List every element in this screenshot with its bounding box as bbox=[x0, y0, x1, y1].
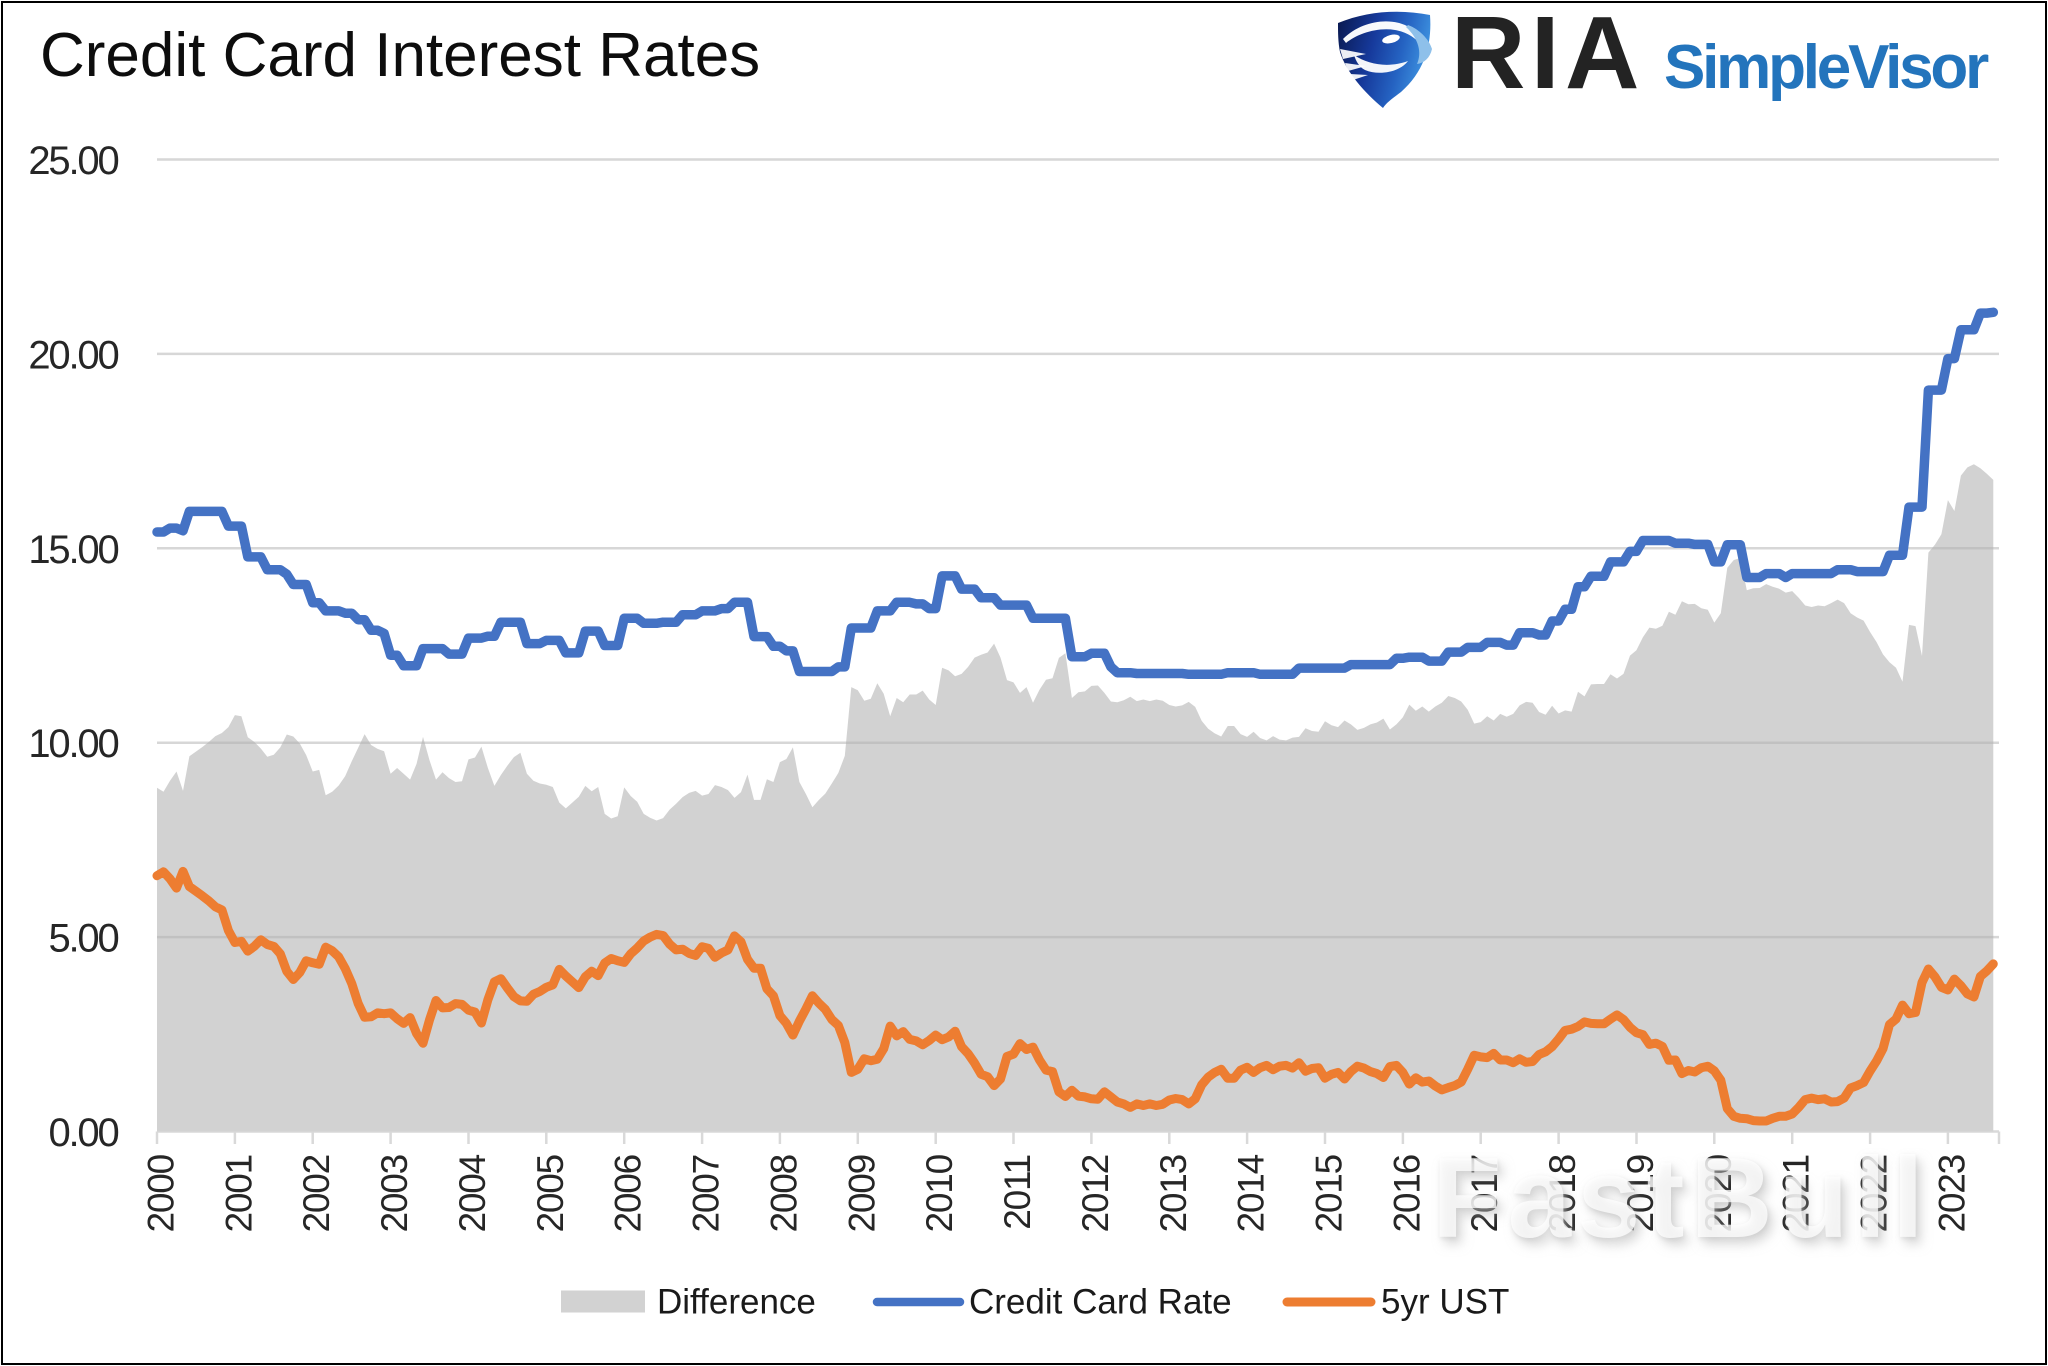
svg-text:15.00: 15.00 bbox=[28, 528, 118, 572]
svg-text:2002: 2002 bbox=[296, 1155, 337, 1233]
svg-text:5yr UST: 5yr UST bbox=[1381, 1283, 1509, 1322]
svg-text:2010: 2010 bbox=[919, 1154, 960, 1232]
svg-text:2021: 2021 bbox=[1776, 1155, 1817, 1233]
svg-text:2011: 2011 bbox=[997, 1155, 1038, 1230]
svg-text:2005: 2005 bbox=[530, 1154, 571, 1232]
svg-text:Difference: Difference bbox=[657, 1283, 816, 1322]
svg-text:2022: 2022 bbox=[1854, 1155, 1895, 1233]
svg-text:2006: 2006 bbox=[608, 1155, 649, 1233]
svg-text:2019: 2019 bbox=[1620, 1155, 1661, 1233]
svg-text:20.00: 20.00 bbox=[28, 333, 118, 377]
svg-text:2017: 2017 bbox=[1464, 1155, 1505, 1233]
svg-text:2004: 2004 bbox=[452, 1154, 493, 1232]
svg-text:0.00: 0.00 bbox=[48, 1111, 118, 1155]
svg-text:SimpleVisor: SimpleVisor bbox=[1664, 33, 1989, 102]
svg-text:2016: 2016 bbox=[1386, 1155, 1427, 1233]
svg-text:10.00: 10.00 bbox=[28, 722, 118, 766]
svg-text:2009: 2009 bbox=[841, 1155, 882, 1233]
svg-text:Credit Card Rate: Credit Card Rate bbox=[969, 1283, 1232, 1322]
svg-text:2023: 2023 bbox=[1931, 1155, 1972, 1233]
svg-text:25.00: 25.00 bbox=[28, 139, 118, 183]
svg-text:2003: 2003 bbox=[374, 1155, 415, 1233]
svg-text:2014: 2014 bbox=[1231, 1154, 1272, 1232]
svg-text:5.00: 5.00 bbox=[48, 917, 118, 961]
svg-text:2008: 2008 bbox=[763, 1155, 804, 1233]
svg-text:2012: 2012 bbox=[1075, 1155, 1116, 1233]
svg-text:2015: 2015 bbox=[1309, 1154, 1350, 1232]
svg-text:2007: 2007 bbox=[686, 1155, 727, 1233]
svg-text:2018: 2018 bbox=[1542, 1155, 1583, 1233]
svg-text:2020: 2020 bbox=[1698, 1154, 1739, 1232]
svg-text:2001: 2001 bbox=[218, 1155, 259, 1233]
svg-text:RIA: RIA bbox=[1451, 0, 1645, 110]
svg-text:2013: 2013 bbox=[1153, 1155, 1194, 1233]
svg-text:Credit Card Interest Rates: Credit Card Interest Rates bbox=[40, 21, 760, 90]
svg-text:2000: 2000 bbox=[141, 1154, 182, 1232]
